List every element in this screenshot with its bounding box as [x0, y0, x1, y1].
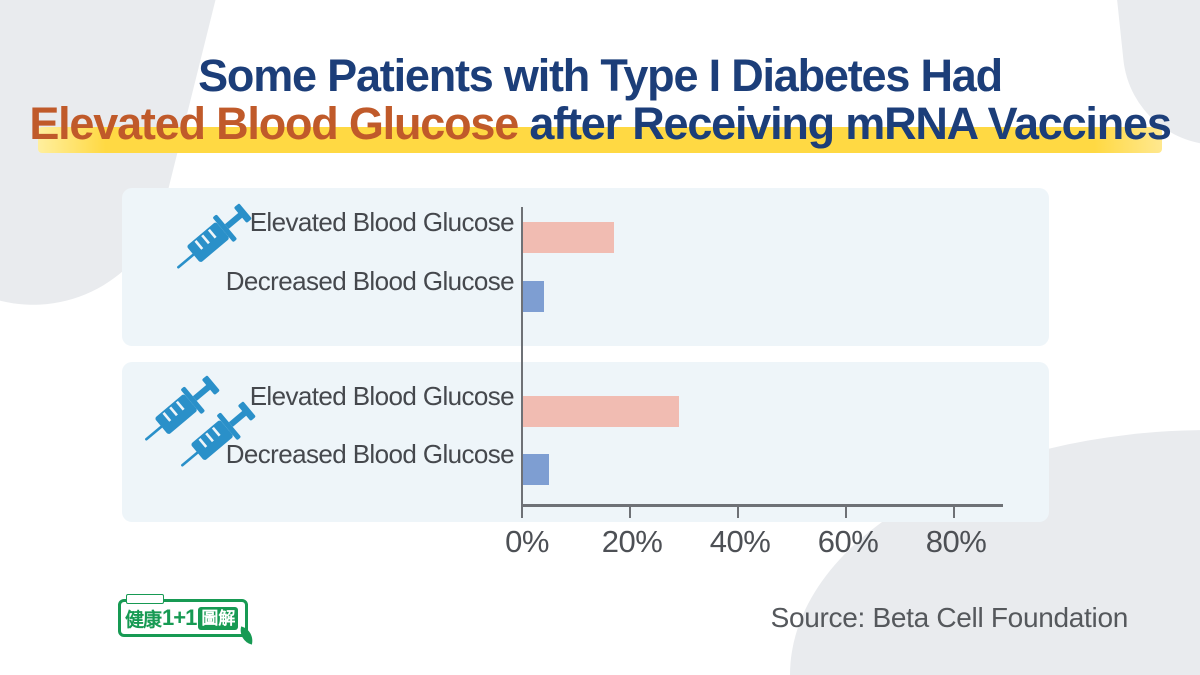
syringe-icon: [168, 389, 272, 487]
title-line-2: Elevated Blood Glucose after Receiving m…: [0, 100, 1200, 148]
bar-elevated-dose1: [522, 222, 614, 253]
x-tick-label-0: 0%: [505, 524, 549, 559]
x-axis-line: [521, 504, 1003, 507]
bar-elevated-dose2: [522, 396, 679, 427]
bar-decreased-dose1: [522, 281, 544, 312]
y-axis-line: [521, 207, 523, 506]
logo-text-plus: 1+1: [162, 605, 197, 630]
health-1plus1-logo: 健康 1+1 圖解: [118, 594, 256, 645]
x-tick-label-20: 20%: [601, 524, 663, 559]
logo-tab: [126, 594, 164, 604]
x-axis-tick: [953, 504, 955, 518]
title-highlight-bar: [38, 127, 1162, 153]
title-rest-text: after Receiving mRNA Vaccines: [518, 98, 1172, 149]
logo-text-box: 圖解: [198, 606, 239, 630]
panel-dose-1: Elevated Blood Glucose Decreased Blood G…: [122, 188, 1049, 346]
x-axis-tick: [737, 504, 739, 518]
x-axis-tick: [845, 504, 847, 518]
title-accent-text: Elevated Blood Glucose: [29, 98, 519, 149]
bar-label-decreased: Decreased Blood Glucose: [225, 439, 515, 469]
bar-label-elevated: Elevated Blood Glucose: [249, 381, 515, 411]
bar-label-decreased: Decreased Blood Glucose: [225, 266, 515, 296]
panel-dose-2: Elevated Blood Glucose Decreased Blood G…: [122, 362, 1049, 522]
title-line-1: Some Patients with Type I Diabetes Had: [198, 50, 1003, 101]
x-tick-label-60: 60%: [817, 524, 879, 559]
bar-label-elevated: Elevated Blood Glucose: [249, 207, 515, 237]
x-tick-label-40: 40%: [709, 524, 771, 559]
bar-decreased-dose2: [522, 454, 549, 485]
logo-frame: 健康 1+1 圖解: [118, 599, 248, 637]
syringe-icon: [164, 191, 268, 289]
x-axis-tick: [629, 504, 631, 518]
source-attribution: Source: Beta Cell Foundation: [770, 602, 1129, 633]
x-axis-tick: [521, 504, 523, 518]
syringe-icon: [132, 363, 236, 461]
logo-text-main: 健康: [125, 609, 162, 631]
x-tick-label-80: 80%: [925, 524, 987, 559]
